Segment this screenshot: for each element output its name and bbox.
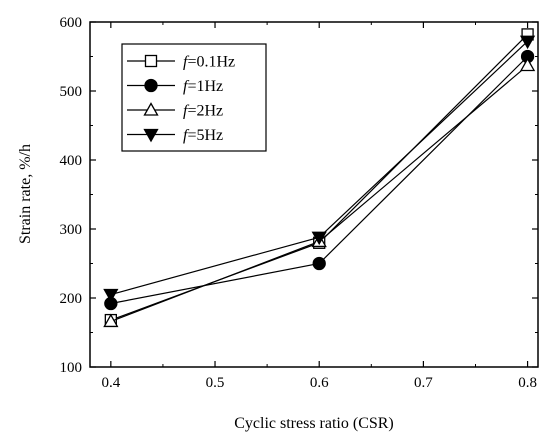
legend-label: f=5Hz (183, 127, 223, 144)
legend-marker (144, 78, 158, 93)
legend-marker (143, 128, 159, 143)
x-axis-ticks: 0.4 0.5 0.6 0.7 0.8 (101, 22, 537, 391)
data-point (103, 313, 119, 328)
data-point (103, 288, 119, 303)
y-tick-label: 100 (60, 360, 83, 376)
legend: f=0.1Hz f=1Hz f=2Hz f=5Hz (121, 43, 267, 152)
legend-item: f=0.1Hz (127, 54, 235, 71)
legend-label: f=2Hz (183, 103, 223, 120)
y-tick-label: 600 (60, 15, 83, 31)
legend-label: f=1Hz (183, 78, 223, 95)
legend-marker (144, 54, 158, 68)
y-tick-label: 500 (60, 84, 83, 100)
legend-item: f=5Hz (127, 127, 223, 144)
x-tick-label: 0.5 (206, 375, 225, 391)
legend-item: f=1Hz (127, 78, 223, 95)
x-axis-title: Cyclic stress ratio (CSR) (234, 415, 394, 432)
data-point (519, 35, 536, 50)
series-2 (104, 49, 535, 311)
x-tick-label: 0.8 (518, 375, 537, 391)
y-tick-label: 200 (60, 291, 83, 307)
y-axis-title: Strain rate, %/h (17, 144, 34, 244)
y-tick-label: 300 (60, 222, 83, 238)
x-tick-label: 0.6 (310, 375, 329, 391)
legend-item: f=2Hz (127, 102, 223, 120)
x-tick-label: 0.4 (101, 375, 120, 391)
legend-marker (143, 102, 159, 116)
series-4 (103, 35, 536, 303)
data-point (519, 57, 536, 72)
data-point (311, 231, 327, 246)
y-axis-ticks: 100 200 300 400 500 600 (60, 15, 538, 376)
series-layer (103, 28, 536, 328)
y-tick-label: 400 (60, 153, 83, 169)
x-tick-label: 0.7 (414, 375, 433, 391)
legend-label: f=0.1Hz (183, 54, 235, 71)
data-point (312, 256, 326, 271)
